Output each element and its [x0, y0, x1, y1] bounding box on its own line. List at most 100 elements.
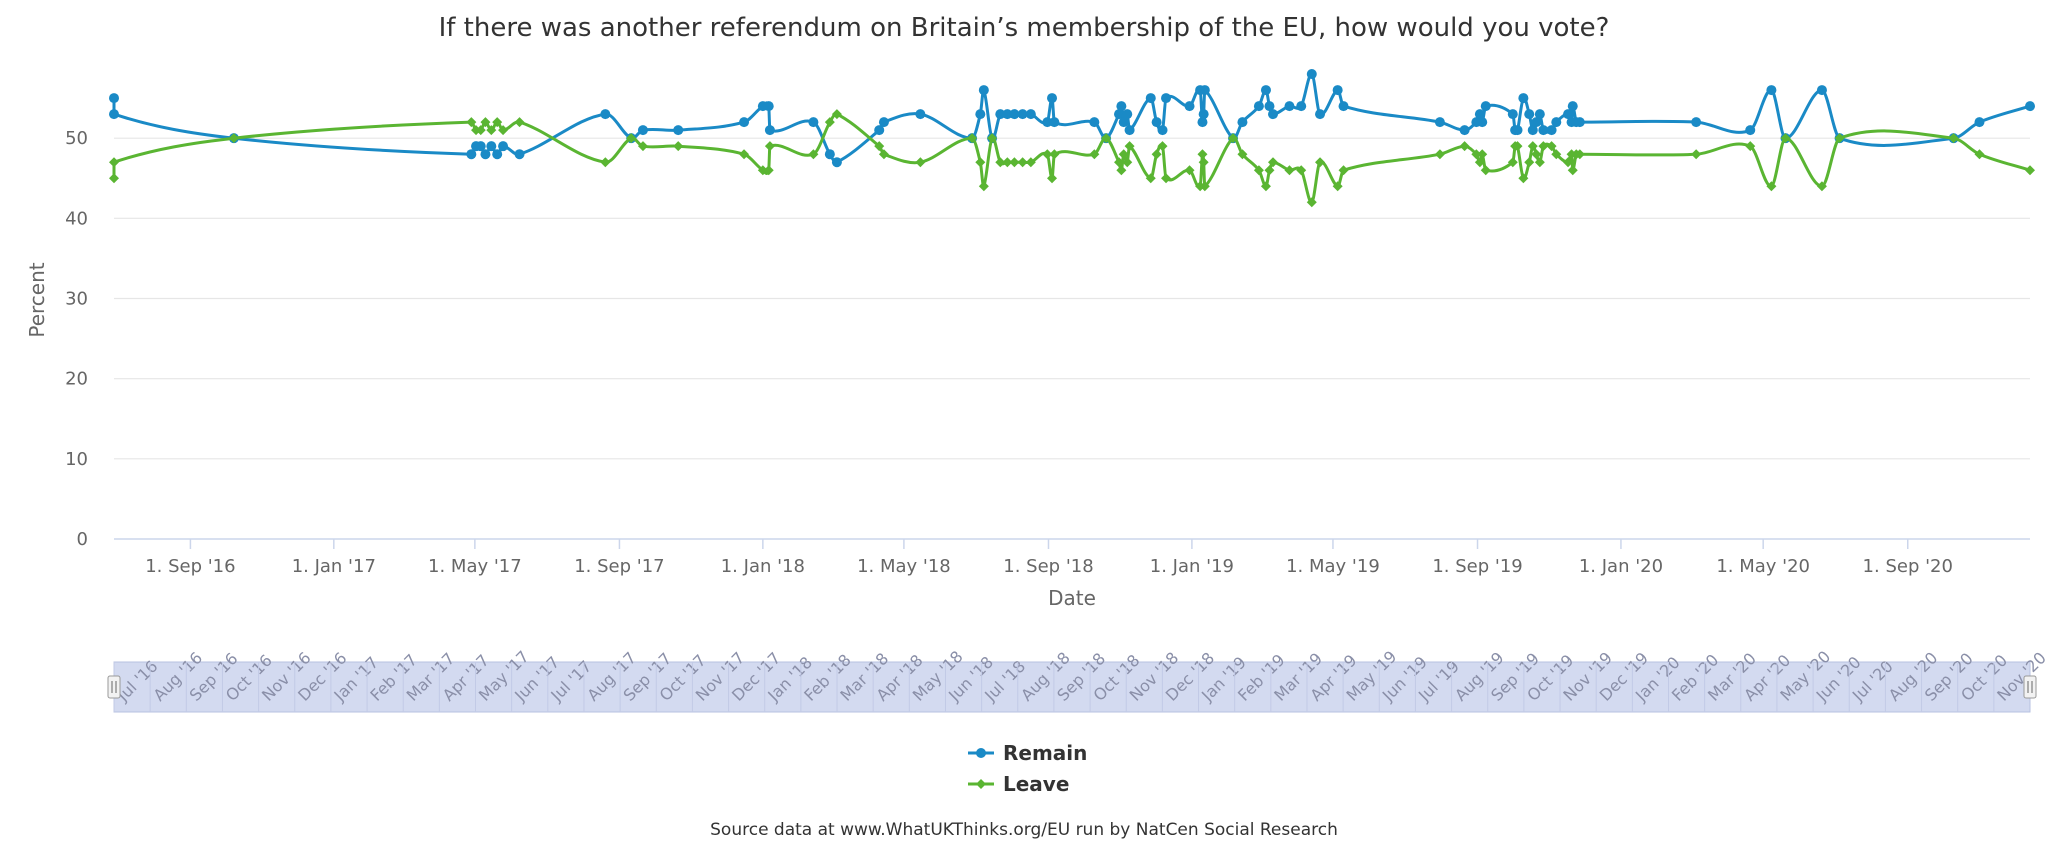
- data-point-leave[interactable]: [109, 173, 119, 184]
- data-point-leave[interactable]: [1948, 133, 1959, 144]
- data-point-leave[interactable]: [1459, 141, 1470, 152]
- data-point-leave[interactable]: [626, 133, 637, 144]
- data-point-leave[interactable]: [1538, 141, 1549, 152]
- data-point-leave[interactable]: [1477, 149, 1488, 160]
- data-point-remain[interactable]: [1434, 117, 1445, 128]
- data-point-remain[interactable]: [808, 117, 819, 128]
- data-point-leave[interactable]: [1480, 165, 1491, 176]
- data-point-leave[interactable]: [1122, 157, 1133, 168]
- data-point-remain[interactable]: [466, 149, 477, 160]
- data-point-leave[interactable]: [1434, 149, 1445, 160]
- data-point-remain[interactable]: [480, 149, 491, 160]
- data-point-leave[interactable]: [1745, 141, 1756, 152]
- data-point-leave[interactable]: [874, 141, 885, 152]
- data-point-leave[interactable]: [808, 149, 819, 160]
- data-point-remain[interactable]: [1315, 109, 1326, 120]
- data-point-leave[interactable]: [831, 109, 842, 120]
- data-point-leave[interactable]: [1116, 165, 1127, 176]
- data-point-remain[interactable]: [1816, 85, 1827, 96]
- navigator-selection[interactable]: [113, 661, 2031, 713]
- data-point-leave[interactable]: [637, 141, 648, 152]
- handle-grip[interactable]: [2023, 675, 2037, 699]
- data-point-remain[interactable]: [1197, 117, 1208, 128]
- data-point-remain[interactable]: [1527, 125, 1538, 136]
- data-point-remain[interactable]: [1268, 109, 1279, 120]
- data-point-remain[interactable]: [739, 117, 750, 128]
- data-point-leave[interactable]: [1264, 165, 1275, 176]
- data-point-remain[interactable]: [1145, 93, 1156, 104]
- data-point-remain[interactable]: [1574, 117, 1585, 128]
- handle-grip[interactable]: [107, 675, 121, 699]
- data-point-remain[interactable]: [1474, 109, 1485, 120]
- data-point-remain[interactable]: [764, 125, 775, 136]
- data-point-remain[interactable]: [1017, 109, 1028, 120]
- data-point-remain[interactable]: [1745, 125, 1756, 136]
- data-point-remain[interactable]: [1507, 109, 1518, 120]
- data-point-remain[interactable]: [1338, 101, 1349, 112]
- data-point-remain[interactable]: [1025, 109, 1036, 120]
- data-point-remain[interactable]: [978, 85, 989, 96]
- data-point-leave[interactable]: [1260, 181, 1271, 192]
- data-point-leave[interactable]: [2025, 165, 2035, 176]
- data-point-leave[interactable]: [1531, 149, 1542, 160]
- data-point-remain[interactable]: [1974, 117, 1985, 128]
- data-point-remain[interactable]: [1161, 93, 1172, 104]
- data-point-remain[interactable]: [1691, 117, 1702, 128]
- data-point-leave[interactable]: [1471, 149, 1482, 160]
- data-point-leave[interactable]: [915, 157, 926, 168]
- data-point-remain[interactable]: [1124, 125, 1135, 136]
- data-point-remain[interactable]: [1118, 117, 1129, 128]
- data-point-leave[interactable]: [1237, 149, 1248, 160]
- data-point-leave[interactable]: [878, 149, 889, 160]
- data-point-remain[interactable]: [1253, 101, 1264, 112]
- data-point-leave[interactable]: [1834, 133, 1845, 144]
- data-point-remain[interactable]: [831, 157, 842, 168]
- data-point-leave[interactable]: [1198, 157, 1209, 168]
- data-point-leave[interactable]: [1089, 149, 1100, 160]
- data-point-leave[interactable]: [1551, 149, 1562, 160]
- data-point-leave[interactable]: [1151, 149, 1162, 160]
- data-point-remain[interactable]: [1116, 101, 1127, 112]
- navigator-left-handle[interactable]: [107, 675, 121, 699]
- data-point-leave[interactable]: [1228, 133, 1239, 144]
- data-point-remain[interactable]: [1199, 85, 1210, 96]
- data-point-leave[interactable]: [1518, 173, 1529, 184]
- data-point-remain[interactable]: [915, 109, 926, 120]
- data-point-remain[interactable]: [1518, 93, 1529, 104]
- data-point-leave[interactable]: [1691, 149, 1702, 160]
- data-point-leave[interactable]: [1574, 149, 1585, 160]
- data-point-remain[interactable]: [1157, 125, 1168, 136]
- data-point-leave[interactable]: [1184, 165, 1195, 176]
- data-point-remain[interactable]: [824, 149, 835, 160]
- data-point-remain[interactable]: [486, 141, 497, 152]
- data-point-leave[interactable]: [1527, 141, 1538, 152]
- data-point-leave[interactable]: [1315, 157, 1326, 168]
- data-point-leave[interactable]: [1512, 141, 1523, 152]
- data-point-leave[interactable]: [1199, 181, 1210, 192]
- data-point-leave[interactable]: [1563, 157, 1574, 168]
- data-point-leave[interactable]: [1474, 157, 1485, 168]
- data-point-remain[interactable]: [673, 125, 684, 136]
- data-point-leave[interactable]: [987, 133, 998, 144]
- data-point-leave[interactable]: [492, 117, 503, 128]
- data-point-leave[interactable]: [1002, 157, 1013, 168]
- data-point-remain[interactable]: [1512, 125, 1523, 136]
- data-point-leave[interactable]: [1042, 149, 1053, 160]
- data-point-leave[interactable]: [739, 149, 750, 160]
- data-point-leave[interactable]: [1780, 133, 1791, 144]
- data-point-remain[interactable]: [1531, 117, 1542, 128]
- data-point-leave[interactable]: [1253, 165, 1264, 176]
- data-point-remain[interactable]: [1459, 125, 1470, 136]
- data-point-remain[interactable]: [1480, 101, 1491, 112]
- data-point-remain[interactable]: [1009, 109, 1020, 120]
- data-point-remain[interactable]: [1332, 85, 1343, 96]
- data-point-leave[interactable]: [1124, 141, 1135, 152]
- data-point-remain[interactable]: [109, 93, 119, 104]
- data-point-remain[interactable]: [1198, 109, 1209, 120]
- data-point-remain[interactable]: [498, 141, 509, 152]
- data-point-remain[interactable]: [1524, 109, 1535, 120]
- data-point-remain[interactable]: [1237, 117, 1248, 128]
- data-point-leave[interactable]: [1197, 149, 1208, 160]
- data-point-leave[interactable]: [975, 157, 986, 168]
